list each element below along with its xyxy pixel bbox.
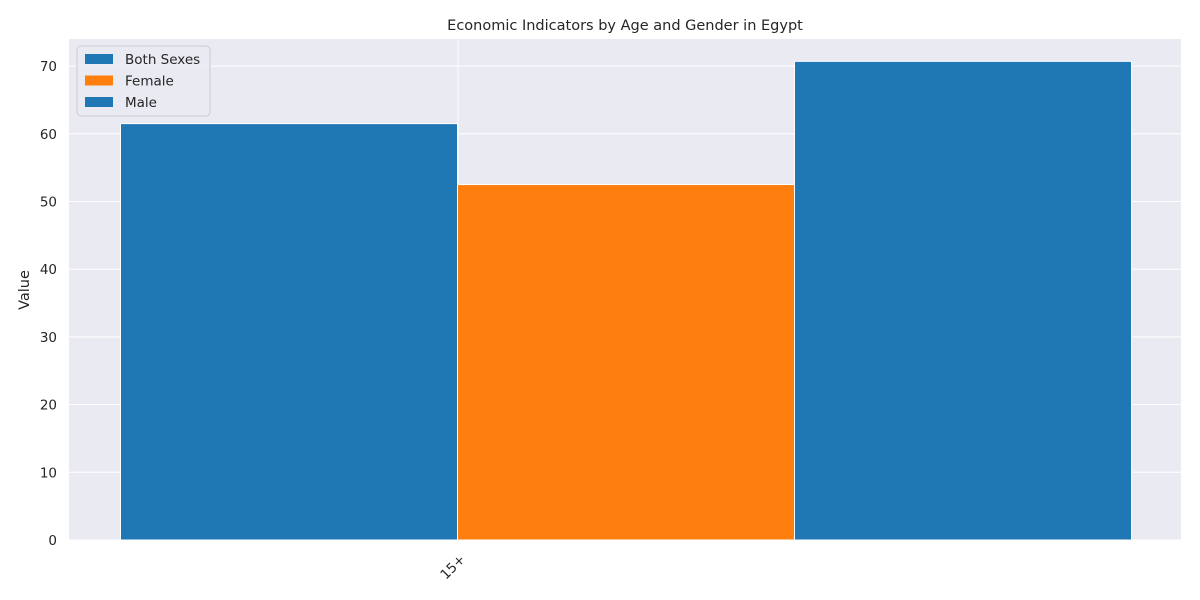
y-tick-label: 30: [40, 330, 57, 346]
bars: [120, 60, 1132, 541]
y-tick-label: 0: [48, 533, 57, 549]
bar-male: [794, 60, 1132, 541]
legend-swatch: [85, 75, 113, 86]
y-tick-label: 10: [40, 465, 57, 481]
y-tick-label: 70: [40, 59, 57, 75]
legend-label: Male: [125, 95, 157, 111]
y-axis-label: Value: [17, 270, 33, 310]
y-tick-label: 20: [40, 398, 57, 414]
y-tick-label: 50: [40, 194, 57, 210]
y-axis-ticks: 0 10 20 30 40 50 60 70: [40, 59, 57, 549]
legend-label: Female: [125, 74, 174, 90]
legend-swatch: [85, 54, 113, 64]
bar-female: [457, 184, 795, 541]
chart-title: Economic Indicators by Age and Gender in…: [447, 18, 803, 34]
y-tick-label: 60: [40, 127, 57, 143]
legend-label: Both Sexes: [125, 52, 200, 68]
y-tick-label: 40: [40, 262, 57, 278]
legend: Both Sexes Female Male: [76, 45, 211, 117]
bar-both-sexes: [120, 123, 458, 541]
legend-swatch: [85, 97, 113, 107]
